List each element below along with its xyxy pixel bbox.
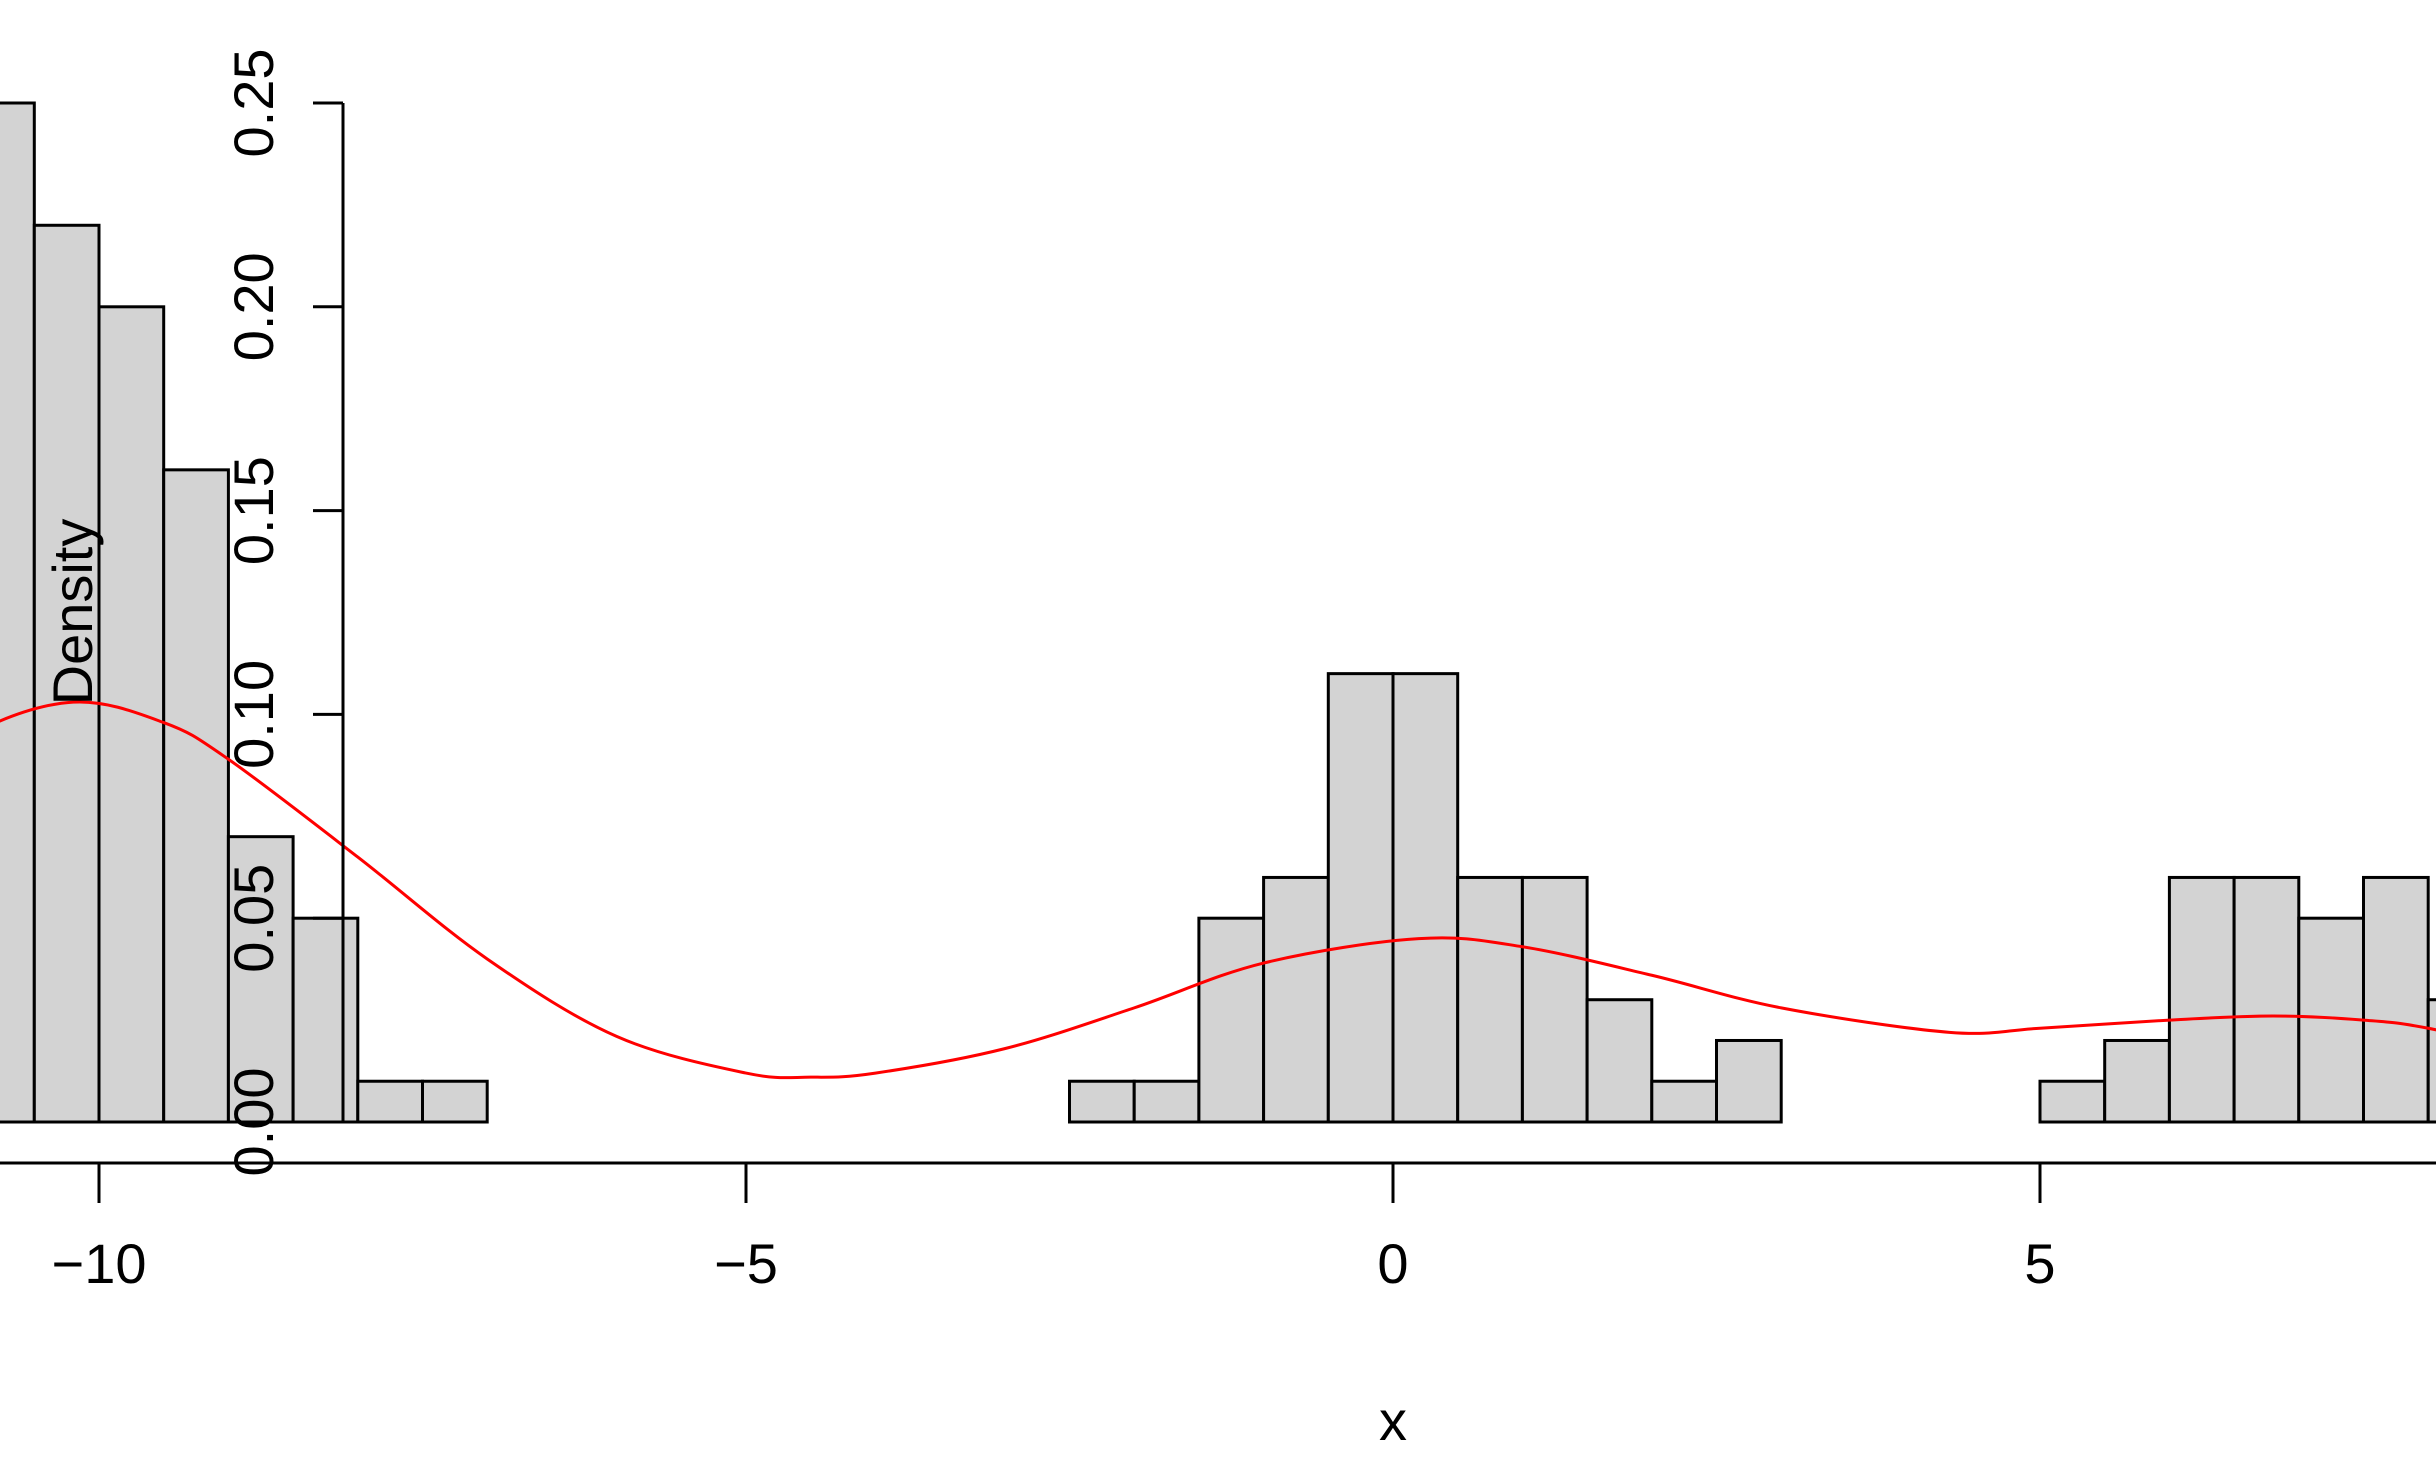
y-tick-label: 0.15: [222, 456, 285, 565]
histogram-bar: [1326, 672, 1395, 1124]
histogram-bar: [1520, 875, 1589, 1124]
histogram-bar: [162, 468, 230, 1124]
x-axis: −15−10−5051015: [0, 1161, 2436, 1295]
y-tick-label: 0.10: [222, 660, 285, 769]
histogram-bar: [2167, 875, 2236, 1124]
histogram-bar: [1715, 1038, 1783, 1124]
histogram-bar: [2426, 998, 2436, 1124]
histogram-bar: [1585, 998, 1654, 1124]
histogram-bar: [2362, 875, 2430, 1124]
x-tick-label: 5: [2024, 1232, 2055, 1295]
y-axis: 0.00 0.05 0.10 0.15 0.20 0.25: [222, 49, 345, 1177]
histogram-bar: [32, 223, 101, 1124]
histogram-bar: [97, 305, 166, 1124]
y-tick-label: 0.00: [222, 1068, 285, 1177]
histogram-bar: [1456, 875, 1524, 1124]
histogram-bar: [356, 1079, 424, 1124]
y-tick-label: 0.05: [222, 864, 285, 973]
x-tick-label: 0: [1377, 1232, 1408, 1295]
histogram-bar: [421, 1079, 489, 1124]
histogram-bar: [2038, 1079, 2107, 1124]
histogram-bars: [0, 101, 2436, 1124]
histogram-bar: [2103, 1038, 2171, 1124]
histogram-bar: [1262, 875, 1330, 1124]
histogram-bar: [2232, 875, 2301, 1124]
x-axis-title: x: [1379, 1389, 1407, 1452]
density-curve: [0, 700, 2436, 1080]
histogram-bar: [1197, 916, 1266, 1124]
y-tick-label: 0.20: [222, 252, 285, 361]
histogram-bar: [1650, 1079, 1719, 1124]
x-tick-label: −5: [714, 1232, 778, 1295]
histogram-bar: [1391, 672, 1460, 1124]
y-axis-title: Density: [41, 519, 104, 706]
y-tick-label: 0.25: [222, 49, 285, 158]
histogram-bar: [1132, 1079, 1201, 1124]
histogram-bar: [0, 101, 36, 1124]
histogram-bar: [1068, 1079, 1136, 1124]
histogram-bar: [291, 916, 360, 1124]
x-tick-label: −10: [52, 1232, 147, 1295]
histogram-bar: [226, 835, 295, 1124]
